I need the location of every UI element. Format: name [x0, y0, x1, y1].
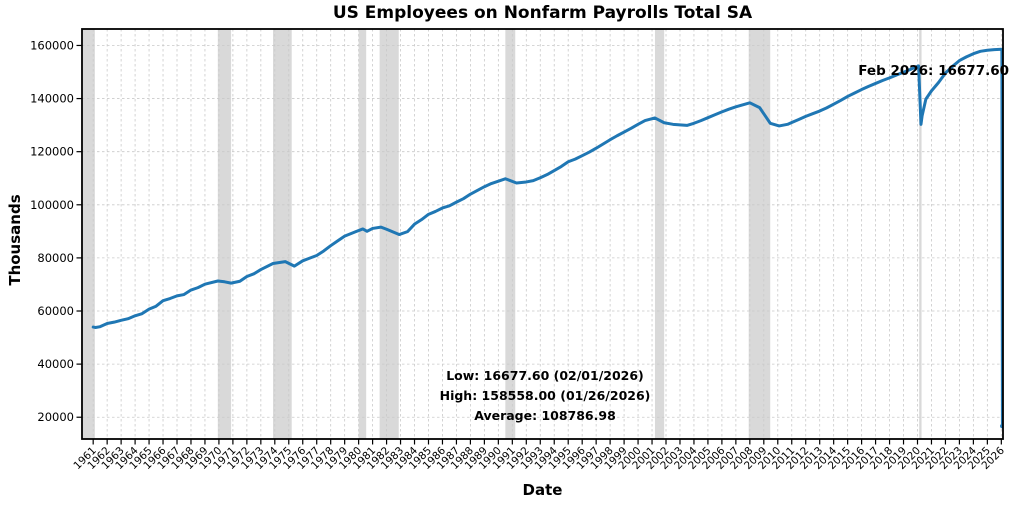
stats-average: Average: 108786.98 [474, 408, 616, 423]
chart-title: US Employees on Nonfarm Payrolls Total S… [332, 3, 753, 23]
stats-high: High: 158558.00 (01/26/2026) [439, 388, 651, 403]
recession-band [358, 29, 367, 439]
y-tick-label: 160000 [30, 38, 74, 52]
y-tick-label: 140000 [30, 92, 74, 106]
recession-band [82, 29, 95, 439]
y-tick-labels: 20000 40000 60000 80000 100000 120000 140000 16… [30, 38, 74, 424]
recession-band [654, 29, 665, 439]
payrolls-line [91, 47, 1003, 428]
recession-band [272, 29, 292, 439]
y-tick-label: 80000 [37, 251, 74, 265]
y-tick-label: 100000 [30, 198, 74, 212]
tick-marks [76, 44, 1002, 445]
recession-band [748, 29, 771, 439]
y-tick-label: 120000 [30, 145, 74, 159]
y-tick-label: 60000 [37, 304, 74, 318]
x-axis-label: Date [522, 481, 563, 499]
stats-annotation: Low: 16677.60 (02/01/2026) High: 158558.… [330, 366, 760, 426]
recession-bands [82, 29, 922, 439]
recession-band [217, 29, 232, 439]
recession-band [919, 29, 922, 439]
stats-low: Low: 16677.60 (02/01/2026) [446, 368, 644, 383]
y-axis-label: Thousands [6, 194, 24, 286]
y-tick-label: 20000 [37, 410, 74, 424]
x-tick-labels: 1961196219631964196519661967196819691970… [71, 444, 1007, 472]
y-tick-label: 40000 [37, 357, 74, 371]
last-point-annotation: Feb 2026: 16677.60 [858, 63, 1009, 79]
recession-band [379, 29, 399, 439]
plot-border [81, 28, 1004, 440]
recession-band [505, 29, 516, 439]
